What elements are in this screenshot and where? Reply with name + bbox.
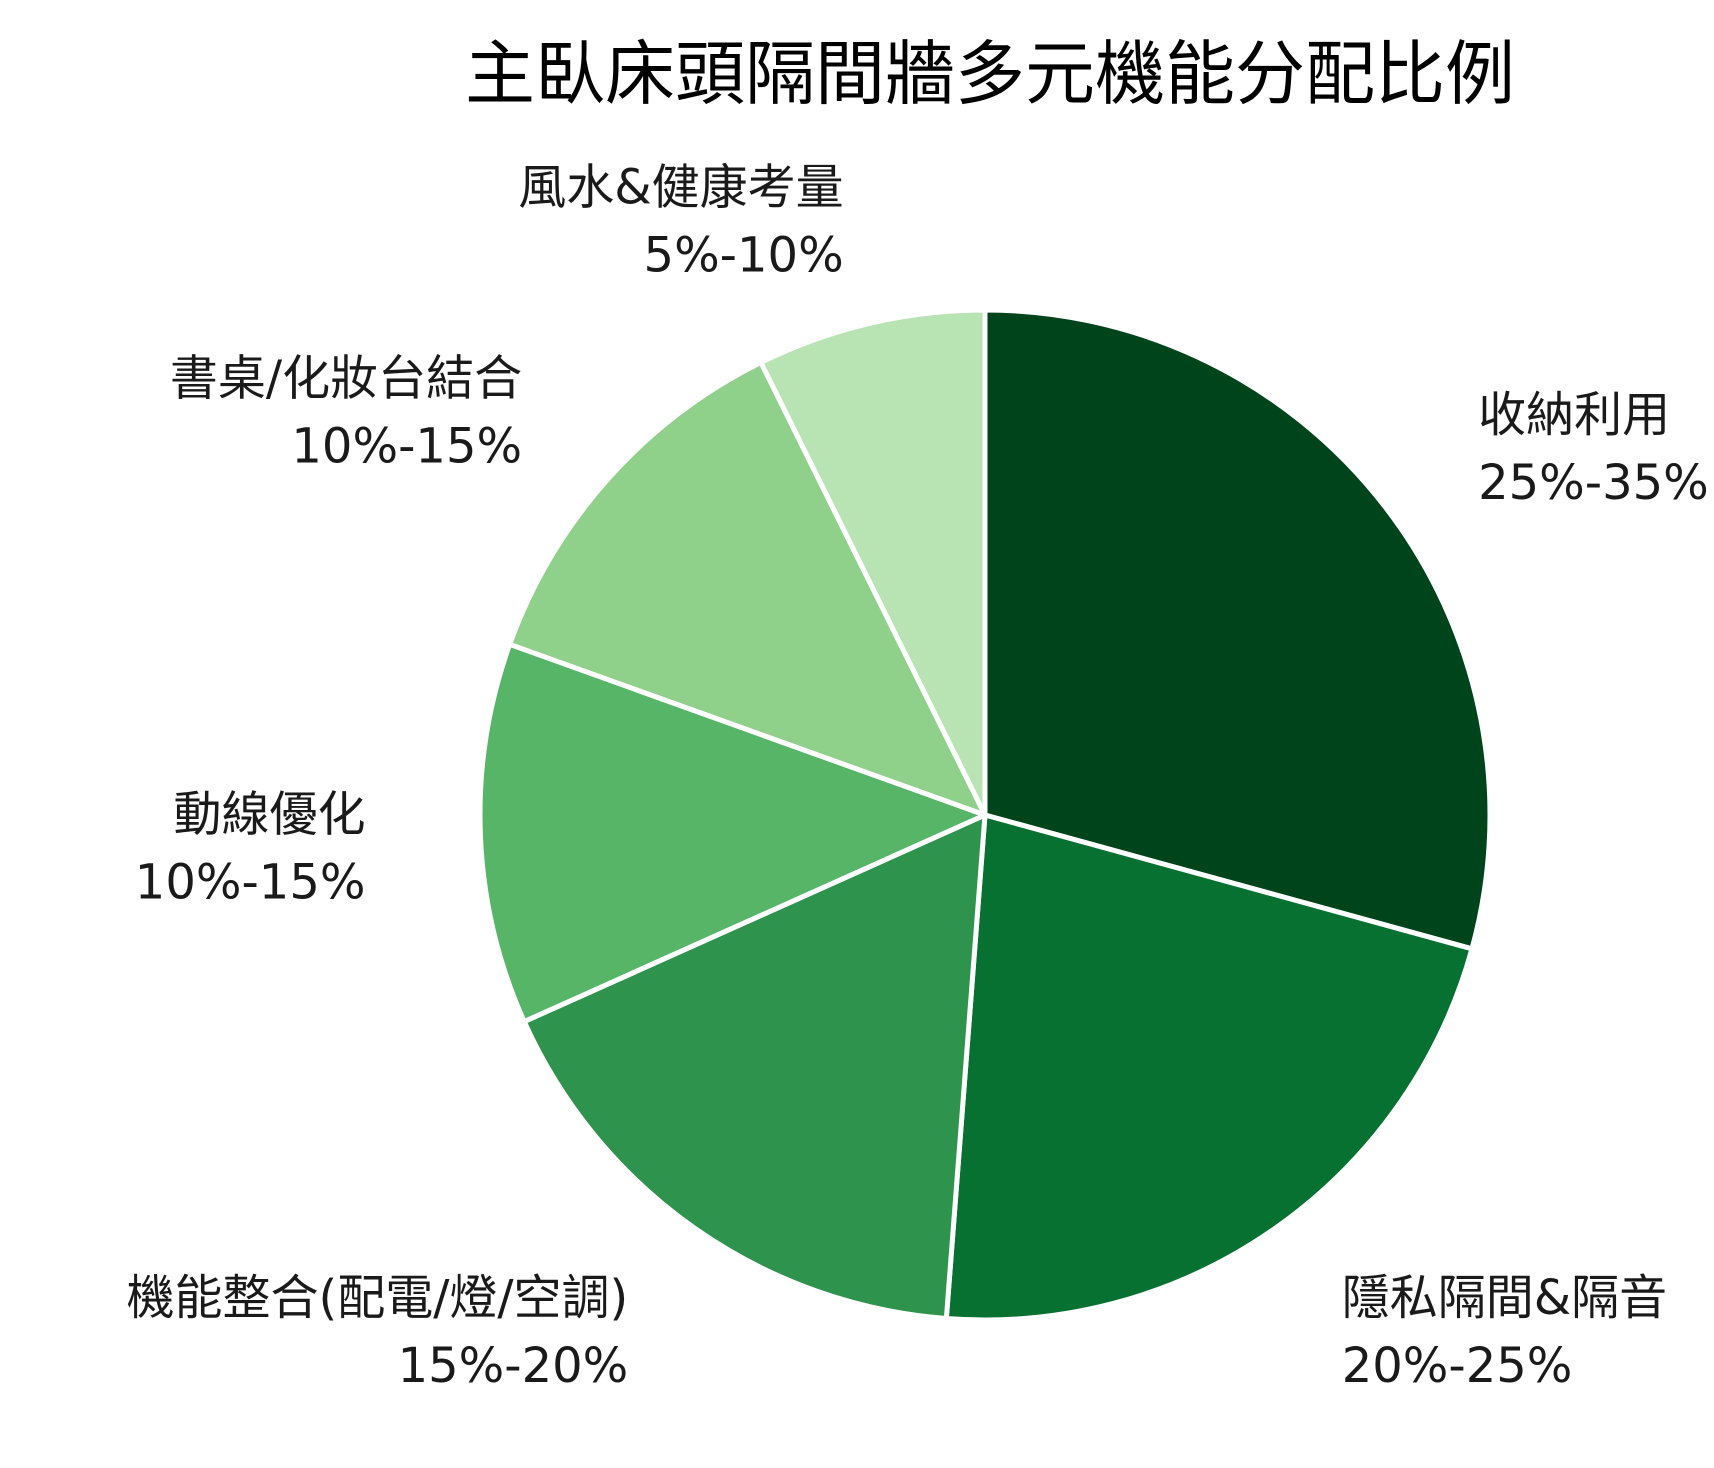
pie-slice-1: [943, 812, 1475, 1323]
slice-label-name-5: 風水&健康考量: [518, 159, 843, 215]
slice-label-range-4: 10%-15%: [291, 419, 522, 475]
slice-label-range-3: 10%-15%: [135, 855, 366, 911]
slice-label-name-4: 書桌/化妝台結合: [170, 351, 522, 407]
slice-label-range-5: 5%-10%: [644, 227, 844, 283]
pie-slices: [477, 307, 1493, 1323]
slice-labels: 收納利用 25%-35% 隱私隔間&隔音 20%-25% 機能整合(配電/燈/空調) 15…: [126, 159, 1708, 1394]
slice-label-range-2: 15%-20%: [398, 1338, 629, 1394]
slice-label-name-3: 動線優化: [173, 787, 365, 843]
chart-title: 主臥床頭隔間牆多元機能分配比例: [465, 33, 1515, 115]
pie-slice-3: [477, 641, 988, 1025]
slice-label-name-2: 機能整合(配電/燈/空調): [126, 1270, 628, 1326]
pie-slice-5: [758, 307, 988, 818]
slice-label-range-1: 20%-25%: [1342, 1338, 1573, 1394]
slice-label-range-0: 25%-35%: [1478, 455, 1709, 511]
pie-slice-0: [982, 307, 1493, 952]
pie-slice-4: [507, 359, 988, 818]
slice-label-name-1: 隱私隔間&隔音: [1342, 1270, 1667, 1326]
slice-label-name-0: 收納利用: [1478, 387, 1670, 443]
pie-slice-2: [521, 812, 988, 1322]
